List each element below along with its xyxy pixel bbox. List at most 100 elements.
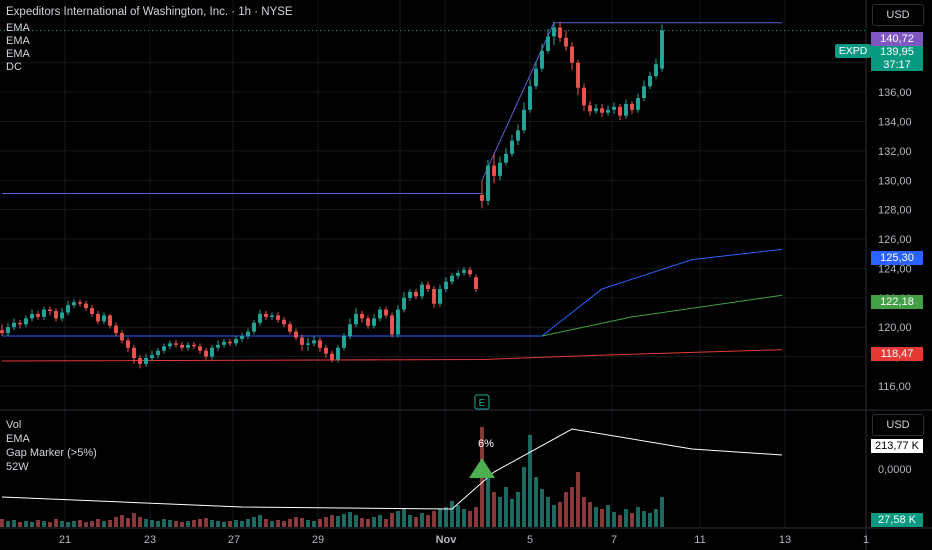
- candle-body: [534, 68, 538, 87]
- symbol-tag: EXPD: [835, 44, 871, 58]
- volume-bar: [660, 497, 664, 527]
- volume-bar: [378, 515, 382, 527]
- candle-body: [426, 284, 430, 290]
- candle-body: [516, 130, 520, 141]
- volume-bar: [354, 515, 358, 527]
- y-tick-label: 134,00: [878, 117, 912, 129]
- candle-body: [78, 302, 82, 304]
- volume-bar: [522, 467, 526, 527]
- countdown-tag: 37:17: [871, 59, 923, 71]
- volume-bar: [144, 519, 148, 527]
- candle-body: [396, 309, 400, 335]
- candle-body: [282, 319, 286, 325]
- candle-body: [390, 315, 394, 335]
- candle-body: [114, 325, 118, 334]
- volume-bar: [270, 521, 274, 527]
- volume-bar: [540, 489, 544, 527]
- ema-blue-line: [2, 248, 783, 337]
- candle-body: [510, 140, 514, 154]
- volume-bar: [204, 518, 208, 527]
- candle-body: [192, 344, 196, 347]
- candle-body: [336, 347, 340, 360]
- indicator-52w[interactable]: 52W: [6, 461, 29, 473]
- candle-body: [612, 106, 616, 110]
- gap-label: 6%: [478, 438, 494, 450]
- x-tick-label: 29: [312, 534, 324, 546]
- volume-bar: [138, 517, 142, 527]
- volume-bar: [66, 522, 70, 527]
- volume-bar: [642, 511, 646, 527]
- volume-bar: [258, 515, 262, 527]
- volume-bar: [432, 511, 436, 527]
- candle-body: [600, 108, 604, 113]
- candle-body: [72, 302, 76, 306]
- volume-bar: [222, 522, 226, 527]
- candle-body: [414, 291, 418, 297]
- candle-body: [48, 309, 52, 312]
- volume-bar: [264, 519, 268, 527]
- volume-bar: [180, 522, 184, 527]
- candle-body: [240, 336, 244, 339]
- donchian-upper-line: [2, 22, 782, 194]
- volume-bar: [384, 519, 388, 527]
- volume-bar: [612, 512, 616, 527]
- indicator-vol-ema[interactable]: EMA: [6, 433, 30, 445]
- volume-bar: [492, 492, 496, 527]
- volume-bar: [84, 522, 88, 527]
- candle-body: [624, 103, 628, 116]
- candle-body: [474, 277, 478, 290]
- candle-body: [96, 313, 100, 322]
- indicator-ema-2[interactable]: EMA: [6, 35, 30, 47]
- volume-bar: [582, 497, 586, 527]
- volume-bar: [156, 521, 160, 527]
- candle-body: [210, 347, 214, 357]
- candle-body: [648, 75, 652, 87]
- indicator-dc[interactable]: DC: [6, 61, 22, 73]
- candle-body: [0, 330, 4, 334]
- candle-body: [618, 106, 622, 116]
- currency-button-bottom[interactable]: USD: [872, 414, 924, 436]
- volume-bar: [72, 521, 76, 527]
- indicator-ema-1[interactable]: EMA: [6, 22, 30, 34]
- volume-bar: [162, 519, 166, 527]
- volume-bar: [36, 520, 40, 527]
- volume-ema-line: [1, 428, 783, 510]
- candle-body: [330, 353, 334, 360]
- candle-body: [120, 333, 124, 341]
- x-tick-label: 5: [527, 534, 533, 546]
- vol-last-tag: 27,58 K: [871, 513, 923, 527]
- vol-y-tick: 0,0000: [878, 464, 912, 476]
- candle-body: [480, 194, 484, 201]
- volume-bar: [456, 505, 460, 527]
- volume-bar: [150, 520, 154, 527]
- candle-body: [372, 318, 376, 326]
- candle-body: [186, 344, 190, 348]
- candle-body: [450, 275, 454, 282]
- volume-bar: [468, 511, 472, 527]
- y-tick-label: 130,00: [878, 175, 912, 187]
- volume-bar: [420, 513, 424, 527]
- y-tick-label: 126,00: [878, 234, 912, 246]
- volume-bar: [120, 515, 124, 527]
- y-tick-label: 120,00: [878, 322, 912, 334]
- volume-bar: [618, 515, 622, 527]
- volume-bar: [348, 512, 352, 527]
- candle-body: [354, 313, 358, 325]
- y-tick-label: 124,00: [878, 263, 912, 275]
- candle-body: [456, 272, 460, 276]
- candle-body: [90, 308, 94, 314]
- indicator-ema-3[interactable]: EMA: [6, 48, 30, 60]
- ema-green-price-tag: 122,18: [871, 295, 923, 309]
- volume-bar: [630, 513, 634, 527]
- volume-bar: [474, 507, 478, 527]
- dc-upper-price-tag: 140,72: [871, 32, 923, 46]
- candle-body: [264, 313, 268, 317]
- indicator-gap-marker[interactable]: Gap Marker (>5%): [6, 447, 97, 459]
- volume-bar: [372, 517, 376, 527]
- candle-body: [174, 343, 178, 345]
- currency-button-top[interactable]: USD: [872, 4, 924, 26]
- candle-body: [204, 350, 208, 357]
- volume-bar: [546, 497, 550, 527]
- indicator-vol[interactable]: Vol: [6, 419, 22, 431]
